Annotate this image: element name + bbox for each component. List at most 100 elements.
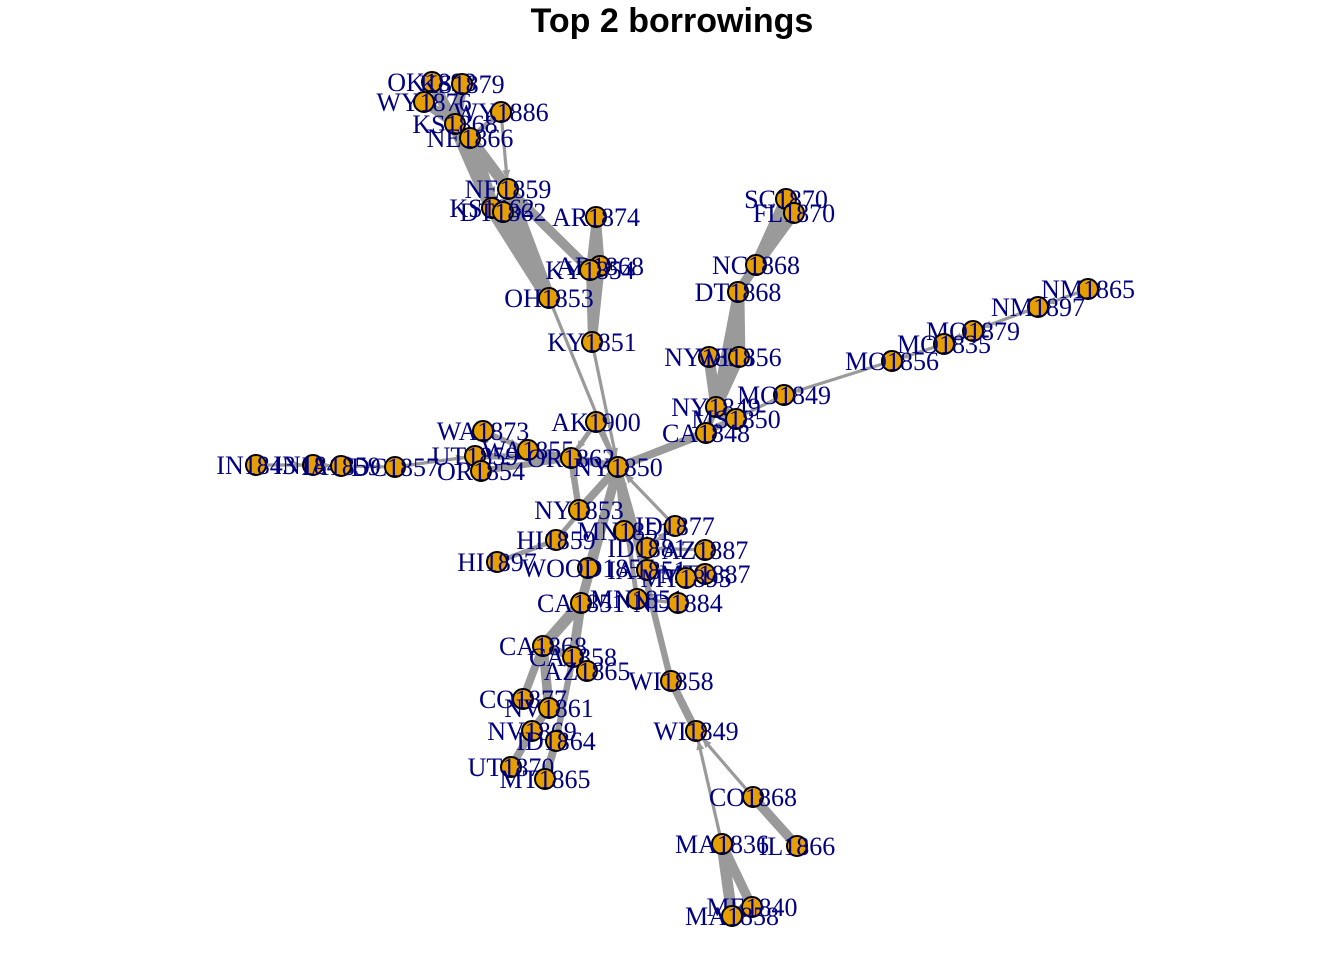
vertex-label: NY1850 bbox=[573, 453, 663, 482]
vertex-circle bbox=[500, 756, 522, 778]
vertex-MO1835: MO1835 bbox=[897, 330, 991, 359]
edge-arrow-ID1864-CA1858 bbox=[565, 666, 574, 677]
edge-arrow-AZ1887-ID1881 bbox=[656, 544, 667, 553]
edge-arrow-CO1868-WI1849 bbox=[702, 738, 712, 748]
vertex-AZ1887: AZ1887 bbox=[662, 536, 749, 565]
edge-arrow-WI1856-NY1849 bbox=[720, 388, 728, 398]
vertex-circle bbox=[538, 697, 560, 719]
vertex-label: AR1874 bbox=[552, 203, 640, 232]
edge-NE1859-KY1854 bbox=[510, 191, 588, 268]
edge-arrow-AK1900-OR1862 bbox=[576, 440, 586, 450]
vertex-circle bbox=[560, 447, 582, 469]
vertex-label: WY1876 bbox=[376, 88, 471, 117]
vertex-label: NE1859 bbox=[465, 175, 552, 204]
vertex-label: AK1900 bbox=[551, 408, 641, 437]
vertex-AR1874: AR1874 bbox=[552, 203, 640, 232]
edge-arrow-OR1854-OR1862 bbox=[551, 456, 562, 465]
vertex-ID1877: ID1877 bbox=[635, 512, 714, 541]
edge-layer bbox=[264, 85, 1081, 919]
edge-WY1886-NE1859 bbox=[500, 120, 509, 181]
vertex-circle bbox=[636, 537, 658, 559]
vertex-WA1855: WA1855 bbox=[482, 436, 574, 465]
edge-ID1864-CA1858 bbox=[554, 663, 575, 735]
vertex-MO1856: MO1856 bbox=[845, 347, 939, 376]
vertex-label: NV1861 bbox=[504, 694, 594, 723]
vertex-circle bbox=[613, 520, 635, 542]
edge-MA1836-WI1849 bbox=[696, 739, 722, 836]
vertex-circle bbox=[576, 660, 598, 682]
vertex-circle bbox=[664, 515, 686, 537]
vertex-NE1866: NE1866 bbox=[427, 124, 514, 153]
vertex-circle bbox=[721, 905, 743, 927]
edge-arrow-WI1858-NY1850 bbox=[618, 476, 627, 487]
vertex-label: AZ1865 bbox=[544, 657, 631, 686]
edge-arrow-MO1879-MO1835 bbox=[953, 332, 963, 340]
vertex-circle bbox=[302, 454, 324, 476]
edge-arrow-NV1861-CA1868 bbox=[540, 655, 549, 666]
edge-arrow-MO1856-MO1849 bbox=[793, 385, 804, 394]
vertex-IL1866: IL1866 bbox=[759, 832, 836, 861]
vertex-ID1864: ID1864 bbox=[516, 727, 595, 756]
edge-OH1853-NY1850 bbox=[551, 305, 616, 460]
vertex-label: WA1873 bbox=[437, 417, 529, 446]
edge-arrow-NE1866-KS1862 bbox=[482, 188, 491, 199]
vertex-label: IA1851 bbox=[607, 556, 686, 585]
edge-arrow-NM1865-NM1897 bbox=[1047, 296, 1058, 305]
edge-arrow-CA1858-CA1868 bbox=[552, 648, 563, 657]
vertex-label: IA1859 bbox=[301, 452, 380, 481]
vertex-KS1879: KS1879 bbox=[419, 70, 504, 99]
vertex-circle bbox=[568, 499, 590, 521]
vertex-circle bbox=[472, 420, 494, 442]
edge-DC1857-UT1859 bbox=[403, 455, 467, 468]
vertex-circle bbox=[538, 287, 560, 309]
vertex-label: ID1877 bbox=[635, 512, 714, 541]
edge-arrow-CA1868-CA1851 bbox=[565, 610, 575, 620]
vertex-CA1851: CA1851 bbox=[537, 589, 625, 618]
vertex-circle bbox=[532, 635, 554, 657]
vertex-circle bbox=[741, 896, 763, 918]
vertex-label: CA1848 bbox=[662, 419, 750, 448]
edge-arrow-MT1887-IA1851 bbox=[656, 567, 667, 576]
vertex-circle bbox=[962, 320, 984, 342]
edge-arrow-NE1859-KY1854 bbox=[573, 253, 583, 263]
edge-arrow-CA1851-NY1850 bbox=[609, 476, 617, 487]
vertex-circle bbox=[444, 113, 466, 135]
vertex-OR1854: OR1854 bbox=[437, 457, 525, 486]
vertex-label: WI1856 bbox=[696, 343, 781, 372]
vertex-circle bbox=[745, 254, 767, 276]
vertex-label: OR1862 bbox=[527, 444, 615, 473]
vertex-WOOD1857: WOOD1857 bbox=[522, 554, 655, 583]
edge-arrow-WY1876-KS1868 bbox=[437, 109, 447, 119]
edge-arrow-HI1897-HI1859 bbox=[536, 542, 547, 551]
vertex-OH1853: OH1853 bbox=[504, 284, 594, 313]
vertex-CA1848: CA1848 bbox=[662, 419, 750, 448]
edge-arrow-DC1857-UT1859 bbox=[455, 454, 466, 463]
vertex-circle bbox=[545, 529, 567, 551]
vertex-circle bbox=[636, 559, 658, 581]
vertex-circle bbox=[786, 835, 808, 857]
vertex-FL1870: FL1870 bbox=[753, 199, 835, 228]
edge-arrow-CA1858-CA1851 bbox=[574, 612, 583, 623]
vertex-IN1843: IN1843 bbox=[216, 451, 295, 480]
edge-KY1851-NY1850 bbox=[592, 350, 618, 459]
vertex-KY1854: KY1854 bbox=[545, 256, 635, 285]
vertex-circle bbox=[534, 768, 556, 790]
vertex-WI1856: WI1856 bbox=[696, 343, 781, 372]
edge-arrow-KS1879-KS1868 bbox=[454, 104, 463, 115]
edge-arrow-WY1886-NE1866 bbox=[477, 122, 488, 132]
edge-DT1868-NY1849 bbox=[713, 297, 741, 402]
vertex-MT1865: MT1865 bbox=[500, 765, 591, 794]
vertex-label: KY1851 bbox=[547, 328, 637, 357]
vertex-label: WY1886 bbox=[453, 98, 548, 127]
edge-arrow-NE1866-NE1859 bbox=[493, 171, 503, 181]
edge-arrow-NM1897-MO1879 bbox=[982, 320, 993, 329]
vertex-label: KS1879 bbox=[419, 70, 504, 99]
edge-MO1856-MO1849 bbox=[791, 362, 885, 394]
vertex-label: MA1858 bbox=[685, 902, 779, 931]
vertex-circle bbox=[626, 588, 648, 610]
vertex-IA1851: IA1851 bbox=[607, 556, 686, 585]
vertex-DT1862: DT1862 bbox=[460, 198, 547, 227]
edge-arrow-NY1853-OR1862 bbox=[569, 467, 578, 478]
vertex-HI1859: HI1859 bbox=[516, 526, 595, 555]
edge-arrow-MT1865-ID1864 bbox=[546, 750, 555, 761]
